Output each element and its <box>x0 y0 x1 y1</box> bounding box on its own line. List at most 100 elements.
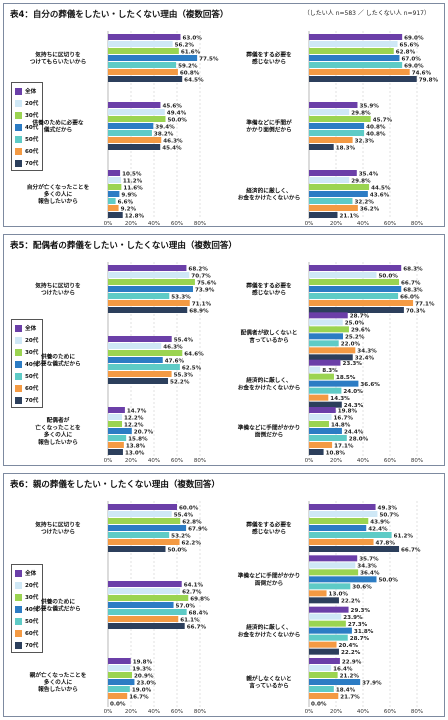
legend-swatch <box>15 605 22 613</box>
data-label: 19.8% <box>338 408 358 414</box>
legend-item: 20代 <box>15 334 40 346</box>
bar <box>108 62 177 68</box>
data-label: 35.9% <box>359 103 379 109</box>
bar <box>309 380 359 387</box>
bar <box>108 693 128 699</box>
bar <box>309 48 394 54</box>
tick-label: 0% <box>104 458 113 464</box>
bar <box>309 693 339 699</box>
bar <box>108 449 123 455</box>
category-label: 葬儀をする必要を感じないから <box>246 281 292 296</box>
data-label: 60.8% <box>180 70 200 76</box>
bar <box>309 62 403 68</box>
bar <box>309 590 327 597</box>
legend-item: 50代 <box>15 133 40 145</box>
bar <box>309 686 334 692</box>
legend-swatch <box>15 569 22 577</box>
data-label: 39.4% <box>155 124 175 130</box>
bar <box>309 511 378 517</box>
legend-item: 30代 <box>15 346 40 358</box>
data-label: 36.4% <box>360 571 380 577</box>
bar <box>309 373 334 380</box>
legend-swatch <box>15 111 22 119</box>
tick-label: 80% <box>411 221 423 227</box>
tick-label: 60% <box>171 709 183 715</box>
category-label: 気持ちに区切りをつけたいから <box>35 281 81 296</box>
data-label: 62.8% <box>182 519 202 525</box>
data-label: 32.3% <box>355 138 375 144</box>
left-bar-chart: 0% 20% 40% 60% 80% 気持ちに区切りをつけたいから 68.2%70.7%75… <box>34 262 217 464</box>
data-label: 21.7% <box>340 694 360 700</box>
tick-label: 0% <box>104 221 113 227</box>
data-label: 13.0% <box>125 450 145 456</box>
data-label: 36.6% <box>360 382 380 388</box>
data-label: 8.3% <box>322 368 338 374</box>
legend-item: 30代 <box>15 109 40 121</box>
bar <box>108 184 122 190</box>
bar <box>108 525 187 531</box>
bar <box>108 364 180 370</box>
data-label: 49.3% <box>378 505 398 511</box>
bar <box>108 286 193 292</box>
data-label: 38.2% <box>154 131 174 137</box>
data-label: 23.0% <box>136 680 156 686</box>
data-label: 53.2% <box>171 533 191 539</box>
data-label: 70.7% <box>191 273 211 279</box>
tick-label: 40% <box>148 458 160 464</box>
category-label: 配偶者が亡くなったことを多くの人に報告したいから <box>35 416 81 446</box>
data-label: 20.4% <box>339 643 359 649</box>
legend-label: 50代 <box>25 374 39 380</box>
data-label: 19.8% <box>133 659 153 665</box>
bar <box>108 55 198 61</box>
bar <box>309 504 376 510</box>
bar <box>108 34 181 40</box>
bar <box>309 123 365 129</box>
data-label: 60.0% <box>179 505 199 511</box>
data-label: 59.2% <box>178 63 198 69</box>
legend-item: 40代 <box>15 603 40 615</box>
data-label: 29.8% <box>351 178 371 184</box>
legend-label: 40代 <box>25 362 39 368</box>
legend-swatch <box>15 593 22 601</box>
bar <box>309 442 333 448</box>
legend-label: 60代 <box>25 149 39 155</box>
tick-label: 20% <box>125 221 137 227</box>
bar <box>309 130 365 136</box>
category-label: 準備などに手間がかかり面倒だから <box>238 572 301 587</box>
bar <box>108 609 187 615</box>
bar <box>309 272 377 278</box>
category-label: 気持ちに区切りをつけたいから <box>35 520 81 535</box>
bar <box>309 387 342 394</box>
bar <box>108 137 162 143</box>
bar <box>108 686 130 692</box>
data-label: 34.3% <box>357 349 377 355</box>
legend-swatch <box>15 123 22 131</box>
data-label: 28.0% <box>349 436 369 442</box>
bar <box>108 144 161 150</box>
category-label: 経済的に厳しく、お金をかけたくないから <box>238 186 301 201</box>
legend-label: 60代 <box>25 631 39 637</box>
bar <box>108 109 165 115</box>
legend-item: 70代 <box>15 394 40 406</box>
data-label: 0.0% <box>110 701 126 707</box>
data-label: 73.9% <box>195 287 215 293</box>
chart-panel-table4: 表4：自分の葬儀をしたい・したくない理由（複数回答） （したい人 n=583 ／… <box>3 3 445 227</box>
data-label: 62.7% <box>182 589 202 595</box>
bar <box>309 116 371 122</box>
data-label: 22.2% <box>341 599 361 605</box>
data-label: 37.9% <box>362 680 382 686</box>
bar <box>309 69 410 75</box>
data-label: 45.7% <box>373 117 393 123</box>
data-label: 45.4% <box>162 145 182 151</box>
data-label: 16.7% <box>129 694 149 700</box>
bar <box>309 401 342 408</box>
data-label: 34.3% <box>357 564 377 570</box>
data-label: 12.8% <box>125 213 145 219</box>
tick-label: 40% <box>148 221 160 227</box>
chart-panel-table5: 表5：配偶者の葬儀をしたい・したくない理由（複数回答） 全体 20代 30代 40代 5… <box>3 234 445 466</box>
data-label: 62.8% <box>396 49 416 55</box>
legend-item: 全体 <box>15 567 40 579</box>
bar <box>309 307 404 313</box>
bar <box>309 144 334 150</box>
data-label: 36.2% <box>360 206 380 212</box>
